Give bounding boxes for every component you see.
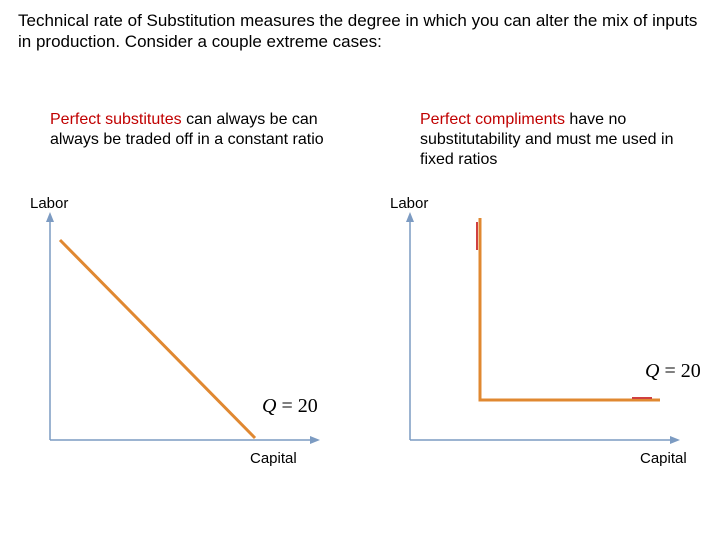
right-subheading-bold: Perfect compliments — [420, 111, 565, 128]
left-subheading-bold: Perfect substitutes — [50, 111, 182, 128]
left-y-axis-arrow — [46, 212, 54, 222]
right-formula: Q = 20 — [645, 360, 701, 383]
right-chart — [390, 210, 690, 460]
left-isoquant-line — [60, 240, 255, 438]
left-formula: Q = 20 — [262, 395, 318, 418]
left-chart — [30, 210, 330, 460]
left-x-axis-arrow — [310, 436, 320, 444]
right-isoquant-line — [480, 218, 660, 400]
right-chart-svg — [390, 210, 690, 460]
right-y-axis-arrow — [406, 212, 414, 222]
right-x-axis-arrow — [670, 436, 680, 444]
left-subheading: Perfect substitutes can always be can al… — [50, 110, 330, 150]
right-x-axis-label: Capital — [640, 450, 687, 467]
left-chart-svg — [30, 210, 330, 460]
right-subheading: Perfect compliments have no substitutabi… — [420, 110, 700, 170]
intro-text: Technical rate of Substitution measures … — [18, 10, 702, 53]
left-x-axis-label: Capital — [250, 450, 297, 467]
